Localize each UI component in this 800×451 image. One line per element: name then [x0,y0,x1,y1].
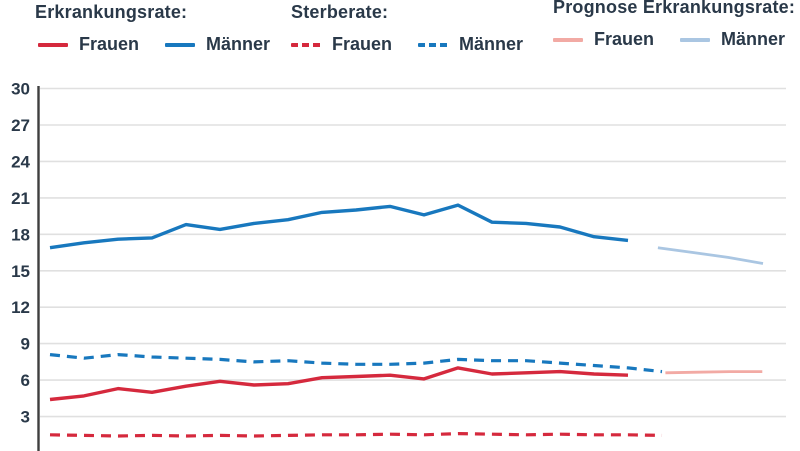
line-prognose-erkrankungsrate-frauen [665,370,763,375]
line-swatch-icon [165,42,196,47]
legend-item: Frauen [553,29,654,50]
legend-item-label: Männer [721,29,786,49]
line-swatch-icon [38,42,68,47]
y-tick-label: 12 [11,298,30,317]
line-swatch-icon [680,37,711,42]
legend-group-sterberate: Sterberate: Frauen Männer [291,2,523,55]
legend-group-prognose: Prognose Erkrankungsrate: Frauen Männer [553,0,795,50]
dashed-line-swatch-icon [418,42,449,47]
legend-item-label: Frauen [594,29,655,49]
legend-item-label: Frauen [332,34,393,54]
line-erkrankungsrate-maenner [49,203,629,250]
y-tick-label: 15 [11,262,30,281]
legend-item: Männer [165,34,270,55]
legend-items-row: Frauen Männer [553,29,795,50]
line-sterberate-maenner [49,353,663,374]
legend-items-row: Frauen Männer [35,34,270,55]
legend-group-erkrankungsrate: Erkrankungsrate: Frauen Männer [35,2,270,55]
y-tick-label: 9 [21,335,30,354]
legend-item-label: Frauen [79,34,140,54]
legend-group-title: Erkrankungsrate: [35,2,188,22]
legend-items-row: Frauen Männer [291,34,523,55]
line-sterberate-frauen [49,432,663,438]
line-erkrankungsrate-frauen [49,366,629,402]
line-swatch-icon [553,37,583,42]
y-tick-label: 6 [21,371,30,390]
legend-item-label: Männer [206,34,271,54]
y-tick-label: 3 [21,408,30,427]
legend-item: Frauen [291,34,392,55]
dashed-line-swatch-icon [291,42,321,47]
legend-group-title: Sterberate: [291,2,389,22]
y-tick-label: 21 [11,189,30,208]
legend-item-label: Männer [459,34,524,54]
legend-item: Männer [680,29,785,50]
y-tick-label: 24 [11,152,30,171]
legend-item: Frauen [38,34,139,55]
line-prognose-erkrankungsrate-maenner [657,246,764,265]
legend-item: Männer [418,34,523,55]
y-tick-label: 27 [11,116,30,135]
legend-group-title: Prognose Erkrankungsrate: [553,0,796,17]
y-tick-label: 18 [11,225,30,244]
y-tick-label: 30 [11,80,30,99]
